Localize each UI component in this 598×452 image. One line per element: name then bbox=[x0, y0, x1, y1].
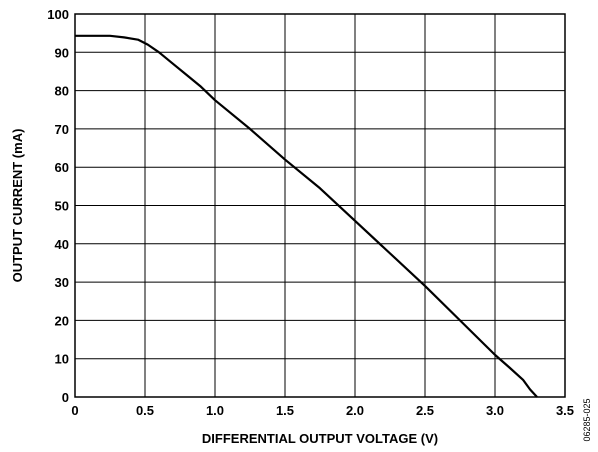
grid-lines bbox=[74, 13, 566, 398]
y-tick-label: 20 bbox=[55, 313, 69, 328]
plot-area-frame bbox=[74, 13, 566, 398]
x-tick-label: 2.5 bbox=[416, 403, 434, 418]
x-tick-label: 2.0 bbox=[346, 403, 364, 418]
y-tick-label: 90 bbox=[55, 45, 69, 60]
x-tick-label: 0 bbox=[71, 403, 78, 418]
x-axis-title: DIFFERENTIAL OUTPUT VOLTAGE (V) bbox=[202, 431, 438, 446]
y-tick-label: 40 bbox=[55, 237, 69, 252]
y-tick-label: 60 bbox=[55, 160, 69, 175]
y-tick-label: 10 bbox=[55, 352, 69, 367]
y-tick-label: 70 bbox=[55, 122, 69, 137]
x-tick-label: 1.0 bbox=[206, 403, 224, 418]
figure-id: 06285-025 bbox=[582, 398, 592, 441]
x-tick-labels: 0 0.5 1.0 1.5 2.0 2.5 3.0 3.5 bbox=[71, 403, 574, 418]
y-tick-label: 0 bbox=[62, 390, 69, 405]
x-tick-label: 3.0 bbox=[486, 403, 504, 418]
x-tick-label: 3.5 bbox=[556, 403, 574, 418]
y-axis-title: OUTPUT CURRENT (mA) bbox=[10, 129, 25, 283]
y-tick-labels: 0 10 20 30 40 50 60 70 80 90 100 bbox=[47, 7, 69, 405]
y-tick-label: 30 bbox=[55, 275, 69, 290]
y-tick-label: 80 bbox=[55, 84, 69, 99]
x-tick-label: 1.5 bbox=[276, 403, 294, 418]
y-tick-label: 50 bbox=[55, 199, 69, 214]
series-line bbox=[75, 34, 538, 398]
y-tick-label: 100 bbox=[47, 7, 69, 22]
x-tick-label: 0.5 bbox=[136, 403, 154, 418]
